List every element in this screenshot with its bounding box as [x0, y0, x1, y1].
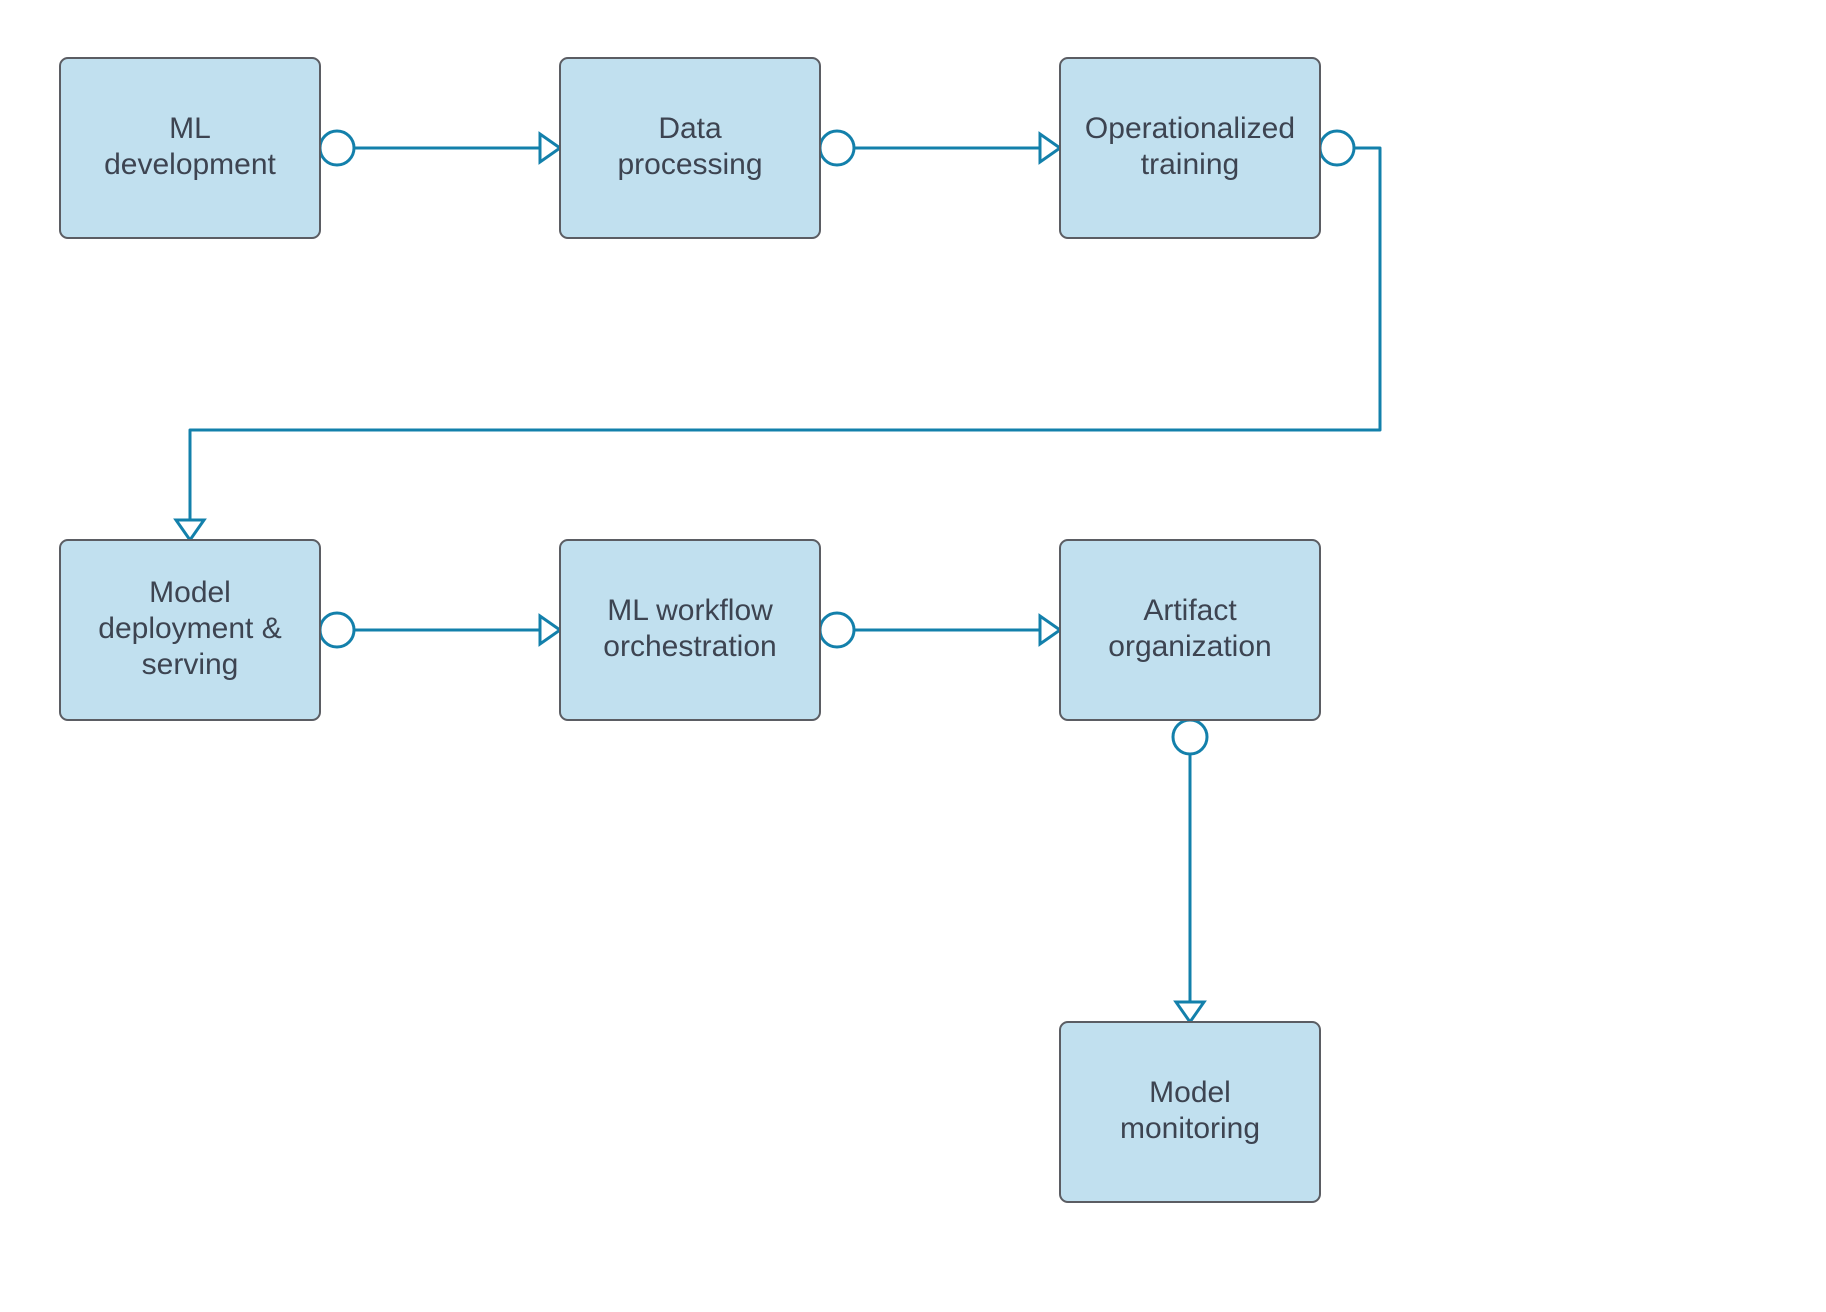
connector-arrowhead: [176, 520, 204, 540]
connector-arrowhead: [540, 134, 560, 162]
connector-arrowhead: [1176, 1002, 1204, 1022]
node-label: ML workflow: [607, 594, 773, 627]
node-label: organization: [1108, 630, 1271, 663]
flowchart-node-op_train: Operationalizedtraining: [1060, 58, 1320, 238]
connector-start-circle: [320, 613, 354, 647]
node-label: Model: [149, 576, 231, 609]
node-label: training: [1141, 148, 1239, 181]
node-label: Operationalized: [1085, 112, 1295, 145]
flowchart-node-data_proc: Dataprocessing: [560, 58, 820, 238]
flowchart-node-artifact: Artifactorganization: [1060, 540, 1320, 720]
flowchart-node-orchestrate: ML workfloworchestration: [560, 540, 820, 720]
connector-start-circle: [1173, 720, 1207, 754]
node-label: Artifact: [1143, 594, 1237, 627]
connector-arrowhead: [540, 616, 560, 644]
connector-start-circle: [320, 131, 354, 165]
connector-start-circle: [820, 613, 854, 647]
node-label: Model: [1149, 1076, 1231, 1109]
node-label: development: [104, 148, 276, 181]
node-label: monitoring: [1120, 1112, 1260, 1145]
connector-arrowhead: [1040, 616, 1060, 644]
node-label: ML: [169, 112, 211, 145]
nodes-layer: MLdevelopment Dataprocessing Operationaliz…: [60, 58, 1320, 1202]
flowchart-canvas: MLdevelopment Dataprocessing Operationaliz…: [0, 0, 1826, 1312]
connector-arrowhead: [1040, 134, 1060, 162]
node-label: serving: [142, 648, 239, 681]
connector-start-circle: [820, 131, 854, 165]
flowchart-node-deploy: Modeldeployment &serving: [60, 540, 320, 720]
node-label: orchestration: [603, 630, 776, 663]
node-label: processing: [617, 148, 762, 181]
flowchart-node-monitor: Modelmonitoring: [1060, 1022, 1320, 1202]
flowchart-node-ml_dev: MLdevelopment: [60, 58, 320, 238]
connector-start-circle: [1320, 131, 1354, 165]
node-label: Data: [658, 112, 722, 145]
node-label: deployment &: [98, 612, 281, 645]
